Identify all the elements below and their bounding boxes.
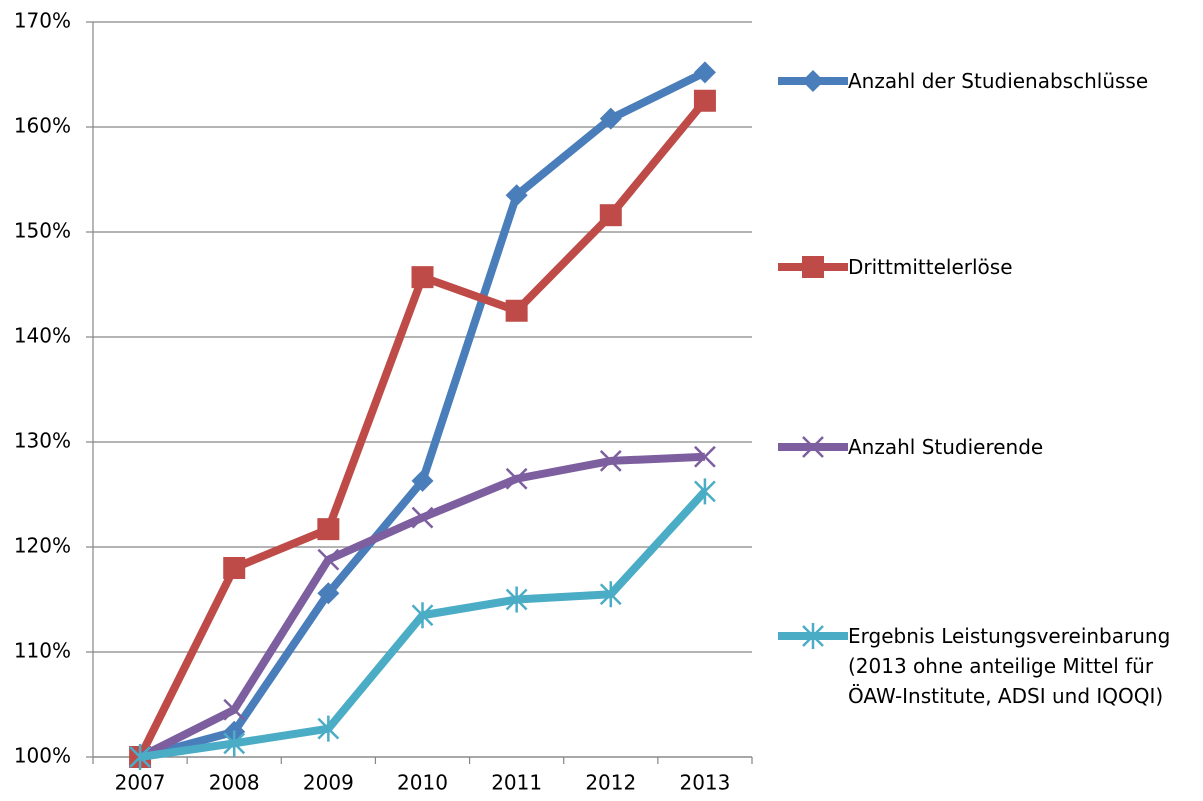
marker (411, 506, 434, 529)
marker (802, 256, 824, 278)
marker (223, 698, 246, 721)
marker (802, 623, 824, 649)
marker (411, 469, 434, 492)
x-tick-label: 2010 (397, 771, 448, 795)
marker (505, 299, 528, 322)
marker (223, 730, 246, 757)
y-tick-label: 140% (14, 324, 71, 348)
marker (317, 582, 340, 605)
x-tick-label: 2011 (491, 771, 542, 795)
y-tick-label: 160% (14, 114, 71, 138)
marker (411, 602, 434, 629)
marker (317, 715, 340, 742)
marker (599, 450, 622, 472)
marker (694, 445, 716, 468)
marker (599, 204, 622, 227)
x-tick-label: 2012 (585, 771, 636, 795)
series-line (139, 68, 707, 761)
y-tick-label: 120% (14, 534, 71, 558)
marker (129, 744, 151, 770)
marker (802, 70, 824, 92)
marker (317, 518, 340, 541)
marker (599, 107, 622, 130)
marker (505, 184, 528, 207)
marker (599, 581, 622, 608)
y-tick-label: 130% (14, 429, 71, 453)
x-tick-label: 2007 (115, 771, 166, 795)
legend-label: Drittmittelerlöse (848, 255, 1013, 279)
marker (693, 89, 716, 112)
marker (505, 586, 528, 613)
legend-label: Anzahl der Studienabschlüsse (848, 69, 1149, 93)
marker (505, 467, 528, 490)
x-tick-label: 2008 (209, 771, 260, 795)
x-tick-label: 2013 (679, 771, 730, 795)
marker (411, 266, 434, 289)
marker (693, 61, 716, 84)
marker (694, 478, 716, 505)
marker (802, 436, 824, 458)
y-tick-label: 110% (14, 639, 71, 663)
marker (223, 557, 246, 579)
y-tick-label: 150% (14, 219, 71, 243)
x-tick-label: 2009 (303, 771, 354, 795)
series-line (136, 98, 709, 759)
y-tick-label: 100% (14, 744, 71, 768)
marker (317, 548, 340, 571)
legend-label: Ergebnis Leistungsvereinbarung (2013 ohn… (848, 624, 1171, 708)
y-tick-label: 170% (14, 9, 71, 33)
legend-label: Anzahl Studierende (848, 435, 1044, 459)
